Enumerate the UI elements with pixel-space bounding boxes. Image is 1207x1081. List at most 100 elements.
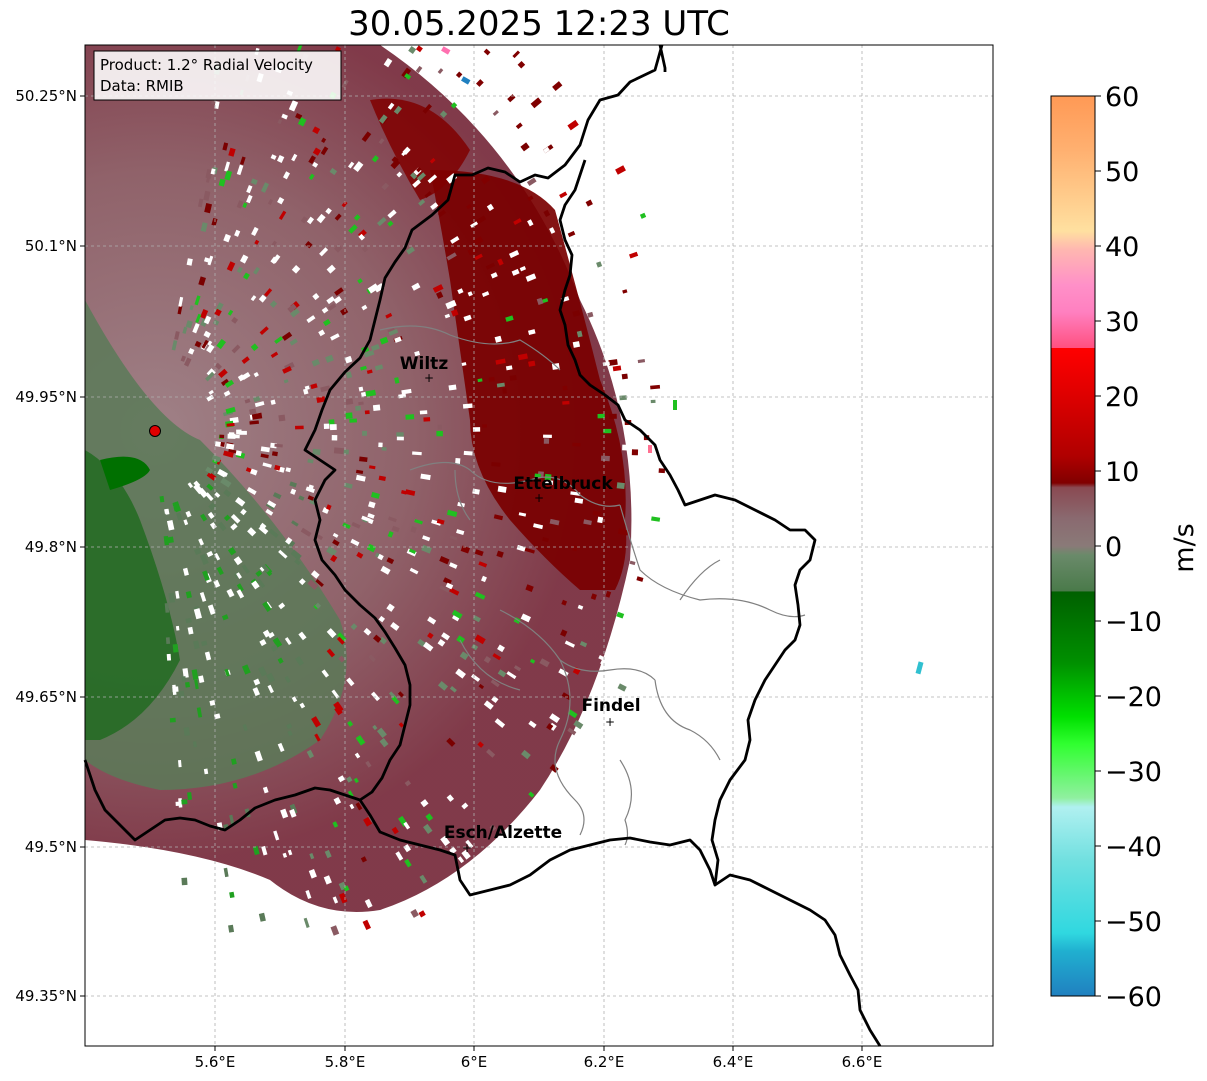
radar-speckle: [378, 138, 385, 145]
radar-speckle: [490, 272, 498, 279]
radar-speckle: [446, 464, 452, 470]
radar-speckle: [619, 395, 627, 401]
radar-speckle: [437, 680, 449, 691]
radar-speckle: [385, 312, 393, 319]
radar-speckle: [330, 554, 338, 563]
radar-speckle: [178, 296, 184, 307]
radar-speckle: [305, 890, 312, 899]
radar-speckle: [414, 519, 423, 525]
radar-speckle: [304, 385, 310, 391]
radar-speckle: [577, 604, 584, 610]
radar-speckle: [367, 283, 379, 294]
radar-speckle: [181, 676, 187, 682]
radar-speckle: [236, 572, 242, 579]
radar-speckle: [184, 357, 192, 367]
radar-speckle: [483, 700, 494, 710]
radar-speckle: [172, 502, 178, 512]
radar-speckle: [221, 471, 228, 478]
lon-tick-label: 6.4°E: [713, 1053, 754, 1071]
radar-speckle: [508, 250, 520, 259]
radar-speckle: [602, 361, 610, 367]
radar-speckle: [272, 492, 282, 500]
radar-speckle: [312, 161, 319, 168]
radar-speckle: [450, 102, 458, 109]
radar-speckle: [373, 283, 385, 293]
radar-speckle: [199, 553, 209, 566]
radar-speckle: [436, 430, 443, 437]
radar-speckle: [251, 412, 263, 420]
radar-speckle: [227, 547, 237, 556]
radar-speckle: [218, 178, 226, 187]
city-marker: +: [424, 371, 434, 385]
radar-speckle: [198, 198, 204, 208]
radar-speckle: [437, 209, 447, 218]
radar-speckle: [378, 114, 388, 124]
radar-speckle: [648, 581, 654, 586]
city-marker: +: [605, 715, 615, 729]
radar-speckle: [192, 741, 197, 748]
radar-speckle: [223, 233, 231, 243]
radar-speckle: [449, 535, 458, 541]
radar-speckle: [326, 264, 336, 274]
radar-speckle: [259, 638, 267, 647]
radar-speckle: [319, 247, 329, 257]
radar-speckle: [320, 146, 329, 156]
radar-speckle: [325, 354, 334, 363]
radar-speckle: [349, 418, 357, 423]
radar-speckle: [310, 570, 320, 579]
radar-speckle: [250, 295, 257, 302]
radar-speckle: [306, 216, 315, 225]
radar-speckle: [600, 659, 606, 666]
radar-speckle: [549, 227, 556, 234]
colorbar-tick-labels: 60 50 40 30 20 10 0 −10 −20 −30 −40 −50 −60: [1105, 82, 1162, 1013]
radar-speckle: [242, 202, 248, 208]
radar-speckle: [409, 567, 419, 575]
lat-tick-label: 49.35°N: [15, 987, 77, 1005]
radar-speckle: [291, 153, 298, 162]
radar-speckle: [373, 634, 382, 643]
radar-speckle: [323, 875, 332, 885]
radar-speckle: [355, 474, 366, 482]
radar-speckle: [246, 486, 257, 495]
radar-speckle: [386, 603, 395, 612]
radar-speckle: [206, 172, 211, 183]
radar-speckle: [318, 329, 326, 337]
radar-speckle: [381, 447, 387, 451]
radar-speckle: [358, 386, 364, 392]
radar-speckle: [483, 656, 492, 664]
radar-speckle: [295, 425, 304, 430]
radar-speckle: [224, 170, 233, 181]
radar-speckle: [203, 768, 209, 775]
radar-speckle: [287, 303, 297, 313]
radar-speckle: [446, 252, 457, 261]
radar-speckle: [572, 341, 581, 348]
radar-speckle: [175, 801, 182, 807]
radar-speckle: [506, 671, 517, 680]
city-label-findel: Findel: [581, 696, 640, 716]
radar-speckle: [358, 233, 366, 241]
radar-speckle: [381, 182, 390, 191]
radar-speckle: [592, 510, 601, 517]
radar-speckle: [605, 590, 612, 598]
radar-speckle: [650, 384, 661, 390]
radar-speckle: [256, 578, 266, 588]
radar-speckle: [366, 543, 377, 553]
radar-speckle: [517, 60, 526, 69]
radar-speckle: [341, 201, 348, 208]
radar-speckle: [562, 385, 568, 391]
colorbar-ticks: [1095, 95, 1101, 997]
radar-speckle: [255, 570, 263, 577]
radar-speckle: [368, 654, 376, 663]
radar-speckle: [495, 358, 506, 365]
radar-speckle: [363, 816, 373, 827]
radar-speckle: [481, 117, 490, 125]
map-frame: [84, 44, 994, 1047]
radar-speckle: [524, 547, 535, 554]
radar-speckle: [277, 197, 285, 205]
radar-speckle: [481, 575, 487, 583]
radar-speckle: [342, 522, 351, 529]
radar-speckle: [316, 927, 325, 937]
radar-speckle: [205, 371, 215, 382]
radar-speckle: [348, 161, 355, 169]
radar-speckle: [223, 867, 229, 878]
